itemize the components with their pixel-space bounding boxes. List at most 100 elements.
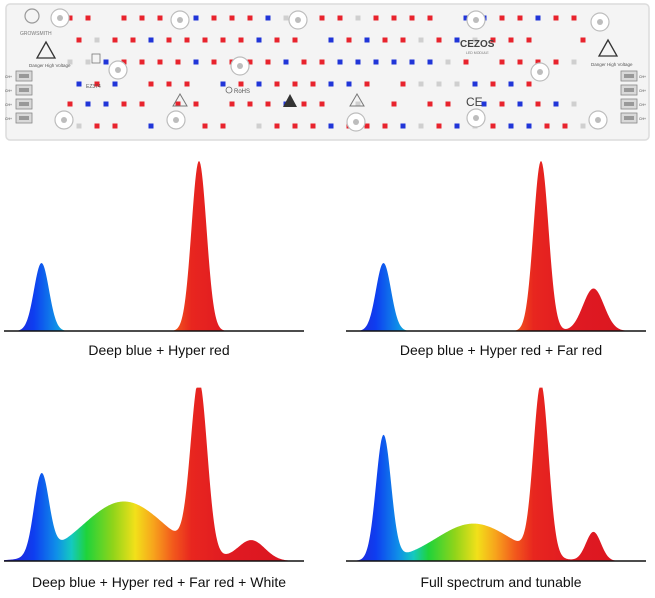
high-voltage-icon (597, 38, 619, 57)
spectrum-panel-1: Deep blue + Hyper red (4, 155, 314, 358)
led (148, 37, 154, 43)
spectrum-caption-1: Deep blue + Hyper red (88, 342, 230, 358)
mounting-hole-center (473, 17, 479, 23)
led-board-image: GROWSMITH Danger High Voltage Danger Hig… (5, 3, 650, 141)
led (229, 101, 235, 107)
mounting-holes (50, 8, 610, 132)
led (526, 81, 532, 87)
led (310, 123, 316, 129)
connector-pin (19, 102, 29, 106)
connector-label: CH+ (639, 103, 646, 107)
led (202, 37, 208, 43)
connector-label: CH+ (5, 75, 12, 79)
mounting-hole-center (473, 115, 479, 121)
led (508, 37, 514, 43)
led (85, 59, 91, 65)
led (553, 101, 559, 107)
brand-text: GROWSMITH (20, 31, 52, 37)
led (220, 81, 226, 87)
led (247, 15, 253, 21)
led (148, 123, 154, 129)
led (418, 123, 424, 129)
led (67, 59, 73, 65)
led (355, 59, 361, 65)
led (337, 15, 343, 21)
mounting-hole-center (177, 17, 183, 23)
connector-label: CH+ (639, 75, 646, 79)
spectrum-caption-3: Deep blue + Hyper red + Far red + White (31, 574, 287, 590)
led (472, 81, 478, 87)
rohs-mark: RoHS (225, 86, 250, 95)
part-number: EZ374 (86, 84, 101, 90)
led (463, 59, 469, 65)
led (490, 123, 496, 129)
led (319, 15, 325, 21)
mounting-hole-center (57, 15, 63, 21)
led (130, 37, 136, 43)
connector-label: CH+ (5, 117, 12, 121)
led (319, 101, 325, 107)
led (211, 59, 217, 65)
brand-logo: GROWSMITH (20, 8, 52, 37)
led (193, 15, 199, 21)
led (382, 37, 388, 43)
led (346, 81, 352, 87)
led (148, 81, 154, 87)
led (301, 101, 307, 107)
led (427, 101, 433, 107)
led (265, 101, 271, 107)
led (472, 37, 478, 43)
spectrum-area (4, 387, 304, 561)
led (121, 15, 127, 21)
led (454, 81, 460, 87)
spectrum-panel-2: Deep blue + Hyper red + Far red (346, 155, 655, 358)
led (238, 37, 244, 43)
led (463, 15, 469, 21)
led (553, 59, 559, 65)
spectrum-area (4, 161, 304, 331)
led (580, 37, 586, 43)
connector-pin (624, 74, 634, 78)
led (220, 123, 226, 129)
led (328, 37, 334, 43)
led (337, 59, 343, 65)
warning-left: Danger High Voltage (29, 40, 71, 68)
led (256, 123, 262, 129)
led (535, 15, 541, 21)
led (184, 81, 190, 87)
led (508, 81, 514, 87)
mounting-hole-center (537, 69, 543, 75)
spectrum-chart-1 (4, 161, 304, 332)
led (445, 101, 451, 107)
led (499, 59, 505, 65)
spectrum-chart-4 (346, 387, 646, 562)
led (283, 59, 289, 65)
led (490, 37, 496, 43)
model-text: CEZOS (460, 39, 495, 50)
led (85, 101, 91, 107)
warning-label-right: Danger High Voltage (591, 62, 633, 67)
led (535, 101, 541, 107)
connector-label: CH+ (5, 103, 12, 107)
led (94, 123, 100, 129)
led (328, 123, 334, 129)
led (103, 59, 109, 65)
spectrum-panel-3: Deep blue + Hyper red + Far red + White (4, 385, 314, 590)
led (292, 37, 298, 43)
led (76, 37, 82, 43)
led (445, 59, 451, 65)
led (391, 15, 397, 21)
led (229, 15, 235, 21)
led (139, 101, 145, 107)
connector-left: CH+ CH+ CH+ CH+ (5, 70, 33, 124)
led (436, 123, 442, 129)
led (76, 81, 82, 87)
led (184, 37, 190, 43)
led (544, 123, 550, 129)
high-voltage-icon (35, 40, 57, 59)
esd-hand-icon (283, 94, 297, 107)
spectrum-area (346, 387, 646, 561)
connector-pin (19, 116, 29, 120)
spectrum-chart-2 (346, 161, 646, 332)
model-subtext: LED MODULE (466, 51, 489, 55)
